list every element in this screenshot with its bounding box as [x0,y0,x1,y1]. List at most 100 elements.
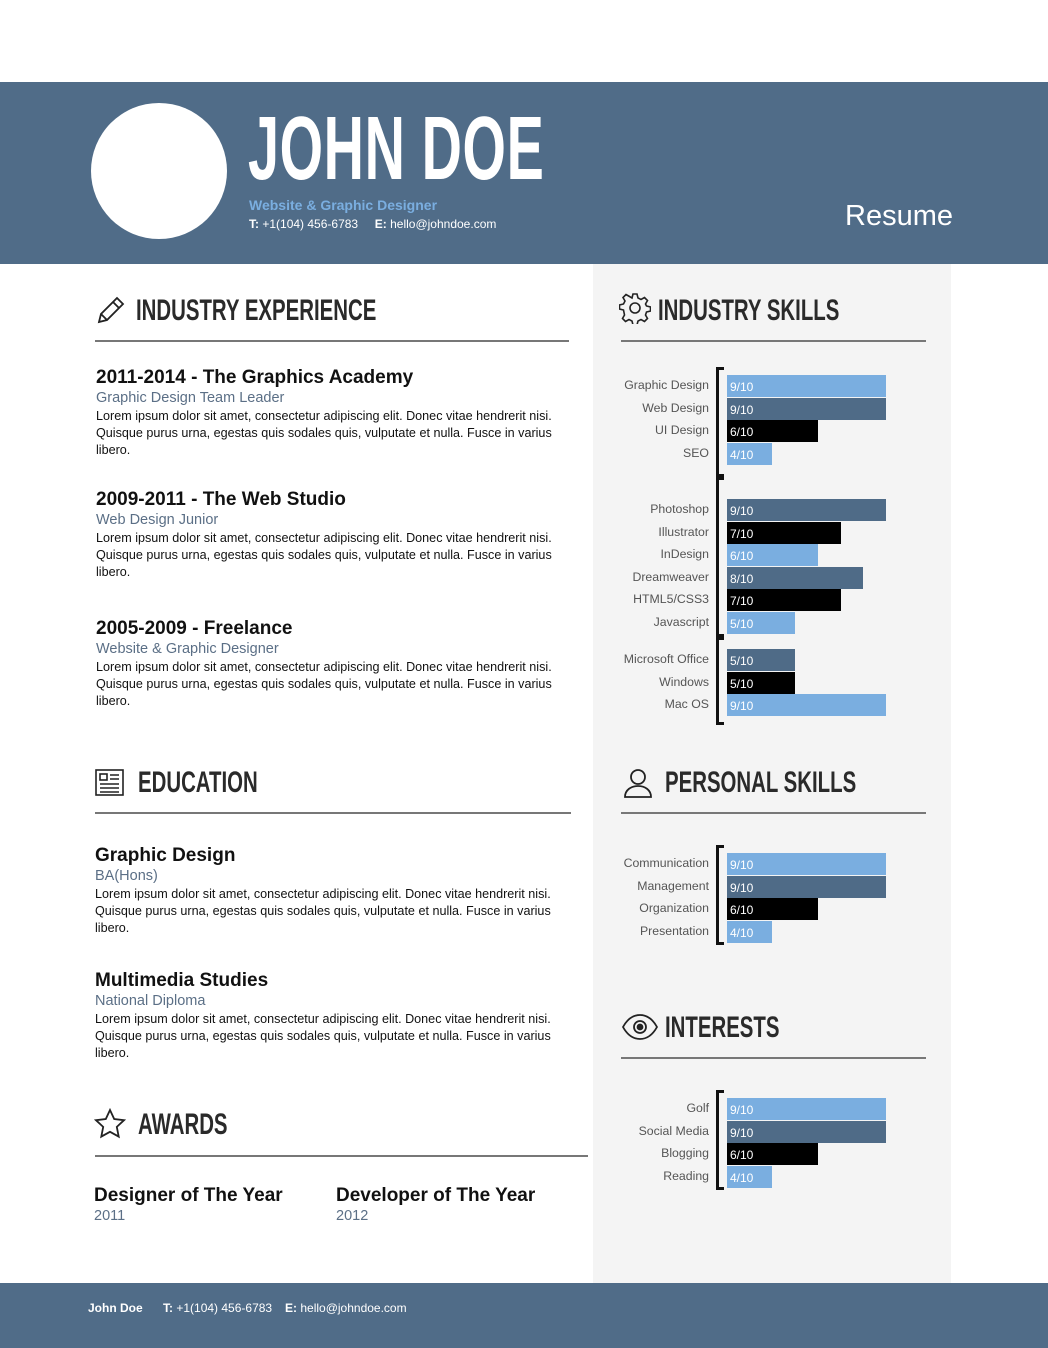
skill-row: UI Design 6/10 [615,420,915,442]
skill-row: Windows 5/10 [615,671,915,694]
entry-title: 2005-2009 - Freelance [96,618,293,639]
divider [621,812,926,814]
group-bracket [716,1090,724,1190]
entry-subtitle: Web Design Junior [96,512,219,528]
skill-row: Communication 9/10 [615,853,915,875]
skill-bar: 9/10 [727,375,887,397]
skill-row: Illustrator 7/10 [615,521,915,544]
name-title: JOHN DOE [248,99,545,199]
phone: +1(104) 456-6783 [262,217,359,231]
skill-row: Dreamweaver 8/10 [615,566,915,589]
email-label: E: [374,217,387,231]
skill-label: InDesign [660,547,709,561]
skill-row: Golf 9/10 [615,1098,915,1120]
skill-bar: 7/10 [727,521,841,544]
skill-bar: 9/10 [727,875,887,898]
skill-label: SEO [683,445,709,460]
skill-bar: 9/10 [727,397,887,420]
user-icon [624,769,652,798]
skill-row: Presentation 4/10 [615,920,915,943]
entry-subtitle: BA(Hons) [95,868,158,884]
phone-label: T: [249,217,259,231]
skill-bar: 6/10 [727,898,818,920]
entry-body: Lorem ipsum dolor sit amet, consectetur … [95,887,551,935]
skill-label: Photoshop [650,502,709,516]
skill-label: Reading [663,1168,709,1183]
skill-bar: 5/10 [727,671,795,694]
divider [621,340,926,342]
entry-body: Lorem ipsum dolor sit amet, consectetur … [96,660,552,708]
skills-skill-group: Microsoft Office 5/10 Windows 5/10 Mac OS 9/1… [615,637,915,725]
header-banner: JOHN DOE Website & Graphic Designer T: +… [0,82,1048,264]
entry-title: Multimedia Studies [95,970,269,991]
skill-row: Organization 6/10 [615,898,915,920]
skill-row: Reading 4/10 [615,1165,915,1188]
skill-row: HTML5/CSS3 7/10 [615,589,915,611]
section-title-experience: INDUSTRY EXPERIENCE [136,294,377,327]
resume-label: Resume [845,200,953,232]
award-year: 2011 [94,1208,126,1224]
education-entry: Multimedia Studies National Diploma Lore… [95,970,565,1062]
skill-label: Javascript [653,614,709,629]
skill-row: SEO 4/10 [615,442,915,465]
star-icon [94,1108,126,1139]
entry-title: 2011-2014 - The Graphics Academy [96,367,414,388]
certificate-icon [95,769,124,796]
entry-body: Lorem ipsum dolor sit amet, consectetur … [96,531,552,579]
skill-bar: 9/10 [727,853,887,875]
skill-row: Blogging 6/10 [615,1143,915,1165]
footer-email: E: hello@johndoe.com [285,1301,407,1315]
entry-body: Lorem ipsum dolor sit amet, consectetur … [95,1012,551,1060]
phone: +1(104) 456-6783 [176,1301,273,1315]
skill-bar: 7/10 [727,589,841,611]
skill-row: Mac OS 9/10 [615,694,915,716]
divider [95,1155,588,1157]
job-title: Website & Graphic Designer [249,197,438,213]
entry-subtitle: Website & Graphic Designer [96,641,279,657]
skill-row: Social Media 9/10 [615,1120,915,1143]
skill-label: Microsoft Office [623,652,709,666]
skill-bar: 6/10 [727,420,818,442]
skill-row: Graphic Design 9/10 [615,375,915,397]
eye-icon [622,1014,658,1040]
skill-bar: 4/10 [727,920,773,943]
group-bracket [716,637,724,725]
skill-bar: 9/10 [727,1120,887,1143]
skill-label: UI Design [655,423,709,437]
award-item: Developer of The Year 2012 [336,1185,535,1224]
skill-bar: 5/10 [727,611,795,634]
skill-bar: 6/10 [727,1143,818,1165]
skill-label: Presentation [639,923,709,938]
skill-label: Graphic Design [624,378,709,392]
skill-label: Illustrator [658,524,709,539]
skill-label: Communication [623,856,709,870]
skill-label: Management [637,878,709,893]
footer-name: John Doe [88,1301,143,1315]
email-label: E: [285,1301,297,1315]
skill-row: Web Design 9/10 [615,397,915,420]
award-title: Developer of The Year [336,1185,536,1206]
skill-label: Blogging [661,1146,709,1160]
skill-row: Javascript 5/10 [615,611,915,634]
experience-entry: 2011-2014 - The Graphics Academy Graphic… [96,367,566,459]
skill-row: Photoshop 9/10 [615,499,915,521]
group-bracket [716,845,724,945]
entry-title: 2009-2011 - The Web Studio [96,489,346,510]
divider [95,812,571,814]
skill-label: Golf [686,1101,709,1115]
skill-label: Windows [659,674,709,689]
entry-subtitle: Graphic Design Team Leader [96,390,285,406]
skill-bar: 8/10 [727,566,864,589]
footer-phone: T: +1(104) 456-6783 [163,1301,272,1315]
entry-body: Lorem ipsum dolor sit amet, consectetur … [96,409,552,457]
skill-label: Social Media [638,1123,709,1138]
skill-row: Microsoft Office 5/10 [615,649,915,671]
gear-icon [619,293,651,324]
section-title-personal: PERSONAL SKILLS [665,766,857,799]
skills-skill-group: Graphic Design 9/10 Web Design 9/10 UI Desig… [615,367,915,477]
section-title-skills: INDUSTRY SKILLS [658,294,840,327]
skill-label: Mac OS [664,697,709,711]
award-item: Designer of The Year 2011 [94,1185,283,1224]
section-title-awards: AWARDS [138,1108,228,1141]
skill-row: Management 9/10 [615,875,915,898]
